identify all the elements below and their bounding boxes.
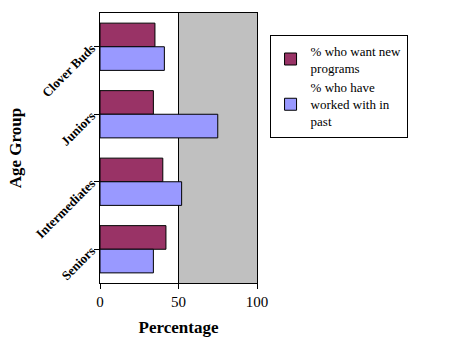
svg-text:Intermediates: Intermediates <box>33 176 98 241</box>
svg-text:50: 50 <box>171 294 186 310</box>
svg-text:Age Group: Age Group <box>6 108 25 188</box>
svg-text:0: 0 <box>96 294 104 310</box>
svg-text:100: 100 <box>246 294 269 310</box>
svg-text:Percentage: Percentage <box>139 318 219 337</box>
svg-text:% who want newprograms: % who want newprograms <box>311 44 402 76</box>
svg-text:Seniors: Seniors <box>58 243 98 283</box>
svg-text:Clover Buds: Clover Buds <box>39 41 98 100</box>
svg-text:% who haveworked with inpast: % who haveworked with inpast <box>311 80 390 129</box>
svg-text:Juniors: Juniors <box>58 108 98 148</box>
